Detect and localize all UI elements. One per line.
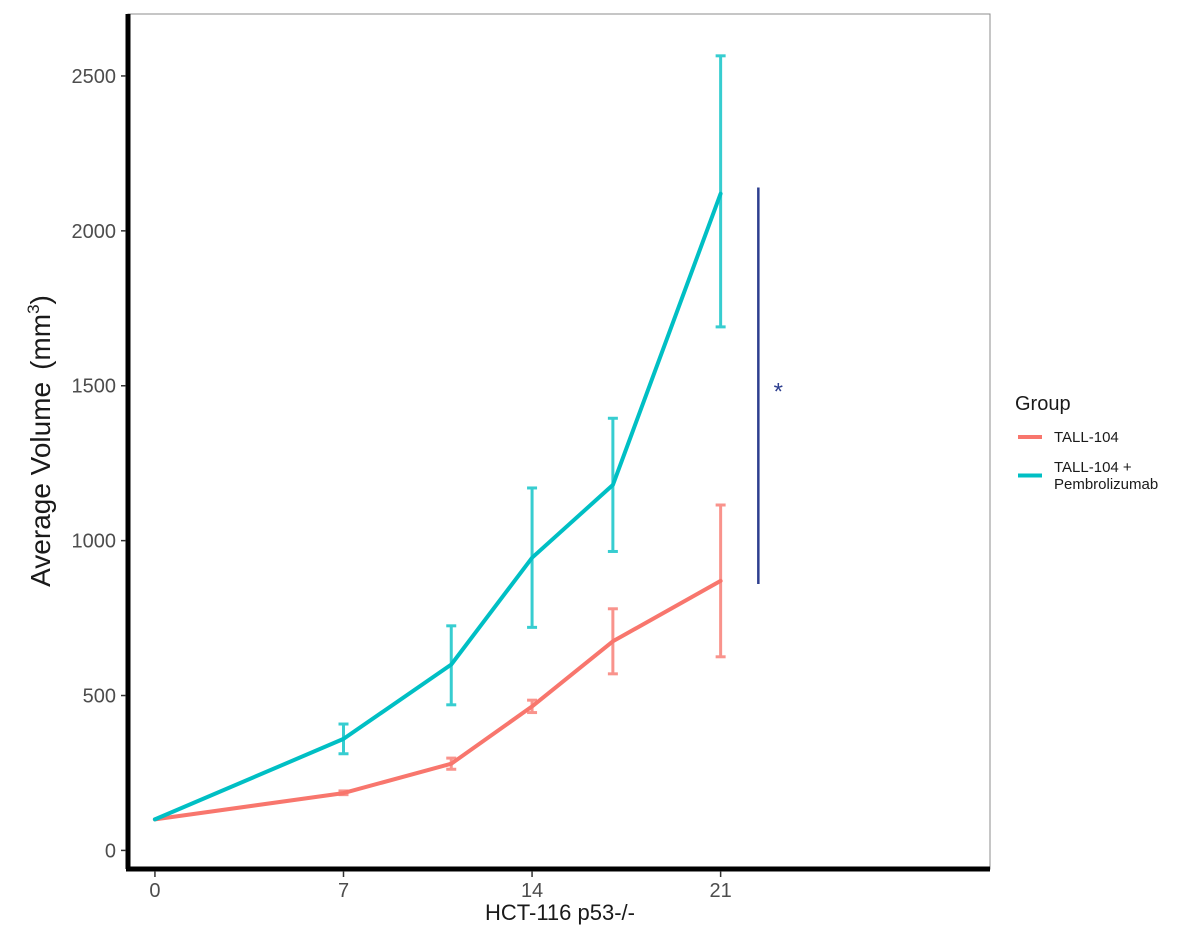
legend-label: TALL-104 xyxy=(1054,429,1119,446)
y-axis-title-main: Average Volume xyxy=(25,382,56,587)
x-axis-ticks: 0 7 14 21 xyxy=(149,871,732,902)
error-bar xyxy=(607,416,618,553)
error-bar xyxy=(527,486,538,629)
series-line xyxy=(152,578,723,822)
y-tick-label: 2000 xyxy=(72,221,117,243)
significance-annotation: * xyxy=(757,187,783,584)
y-axis-title-unit: (mm xyxy=(25,314,56,370)
legend-label: Pembrolizumab xyxy=(1054,476,1158,493)
error-bar xyxy=(338,722,349,756)
y-tick-label: 1000 xyxy=(72,531,117,553)
legend-item: TALL-104 xyxy=(1018,429,1119,446)
error-bar xyxy=(715,54,726,329)
y-tick-label: 1500 xyxy=(72,376,117,398)
error-bar xyxy=(607,607,618,676)
error-bar xyxy=(715,503,726,659)
x-tick-label: 0 xyxy=(149,880,160,902)
y-axis-title-unit-superscript: 3 xyxy=(24,304,43,313)
plot-panel-border xyxy=(127,13,991,870)
y-tick-label: 0 xyxy=(105,840,116,862)
y-tick-label: 2500 xyxy=(72,66,117,88)
series-layer xyxy=(152,54,726,822)
legend-label: TALL-104 + xyxy=(1054,459,1132,476)
error-bar xyxy=(338,789,349,797)
y-axis-ticks: 0 500 1000 1500 2000 2500 xyxy=(72,66,126,862)
x-tick-label: 7 xyxy=(338,880,349,902)
x-tick-label: 14 xyxy=(521,880,543,902)
series-line xyxy=(152,191,723,822)
x-axis-title: HCT-116 p53-/- xyxy=(485,900,635,925)
legend-title: Group xyxy=(1015,393,1071,415)
series-2 xyxy=(152,54,726,822)
legend: Group TALL-104 TALL-104 +Pembrolizumab xyxy=(1015,393,1158,493)
error-bar xyxy=(446,756,457,771)
y-tick-label: 500 xyxy=(83,686,116,708)
y-axis-title-unit-close: ) xyxy=(25,295,56,304)
series-1 xyxy=(152,503,726,822)
error-bar xyxy=(446,624,457,707)
legend-item: TALL-104 +Pembrolizumab xyxy=(1018,459,1158,493)
significance-asterisk: * xyxy=(774,379,783,406)
error-bar xyxy=(527,698,538,715)
x-tick-label: 21 xyxy=(710,880,732,902)
y-axis-title: Average Volume (mm3) xyxy=(24,295,56,587)
